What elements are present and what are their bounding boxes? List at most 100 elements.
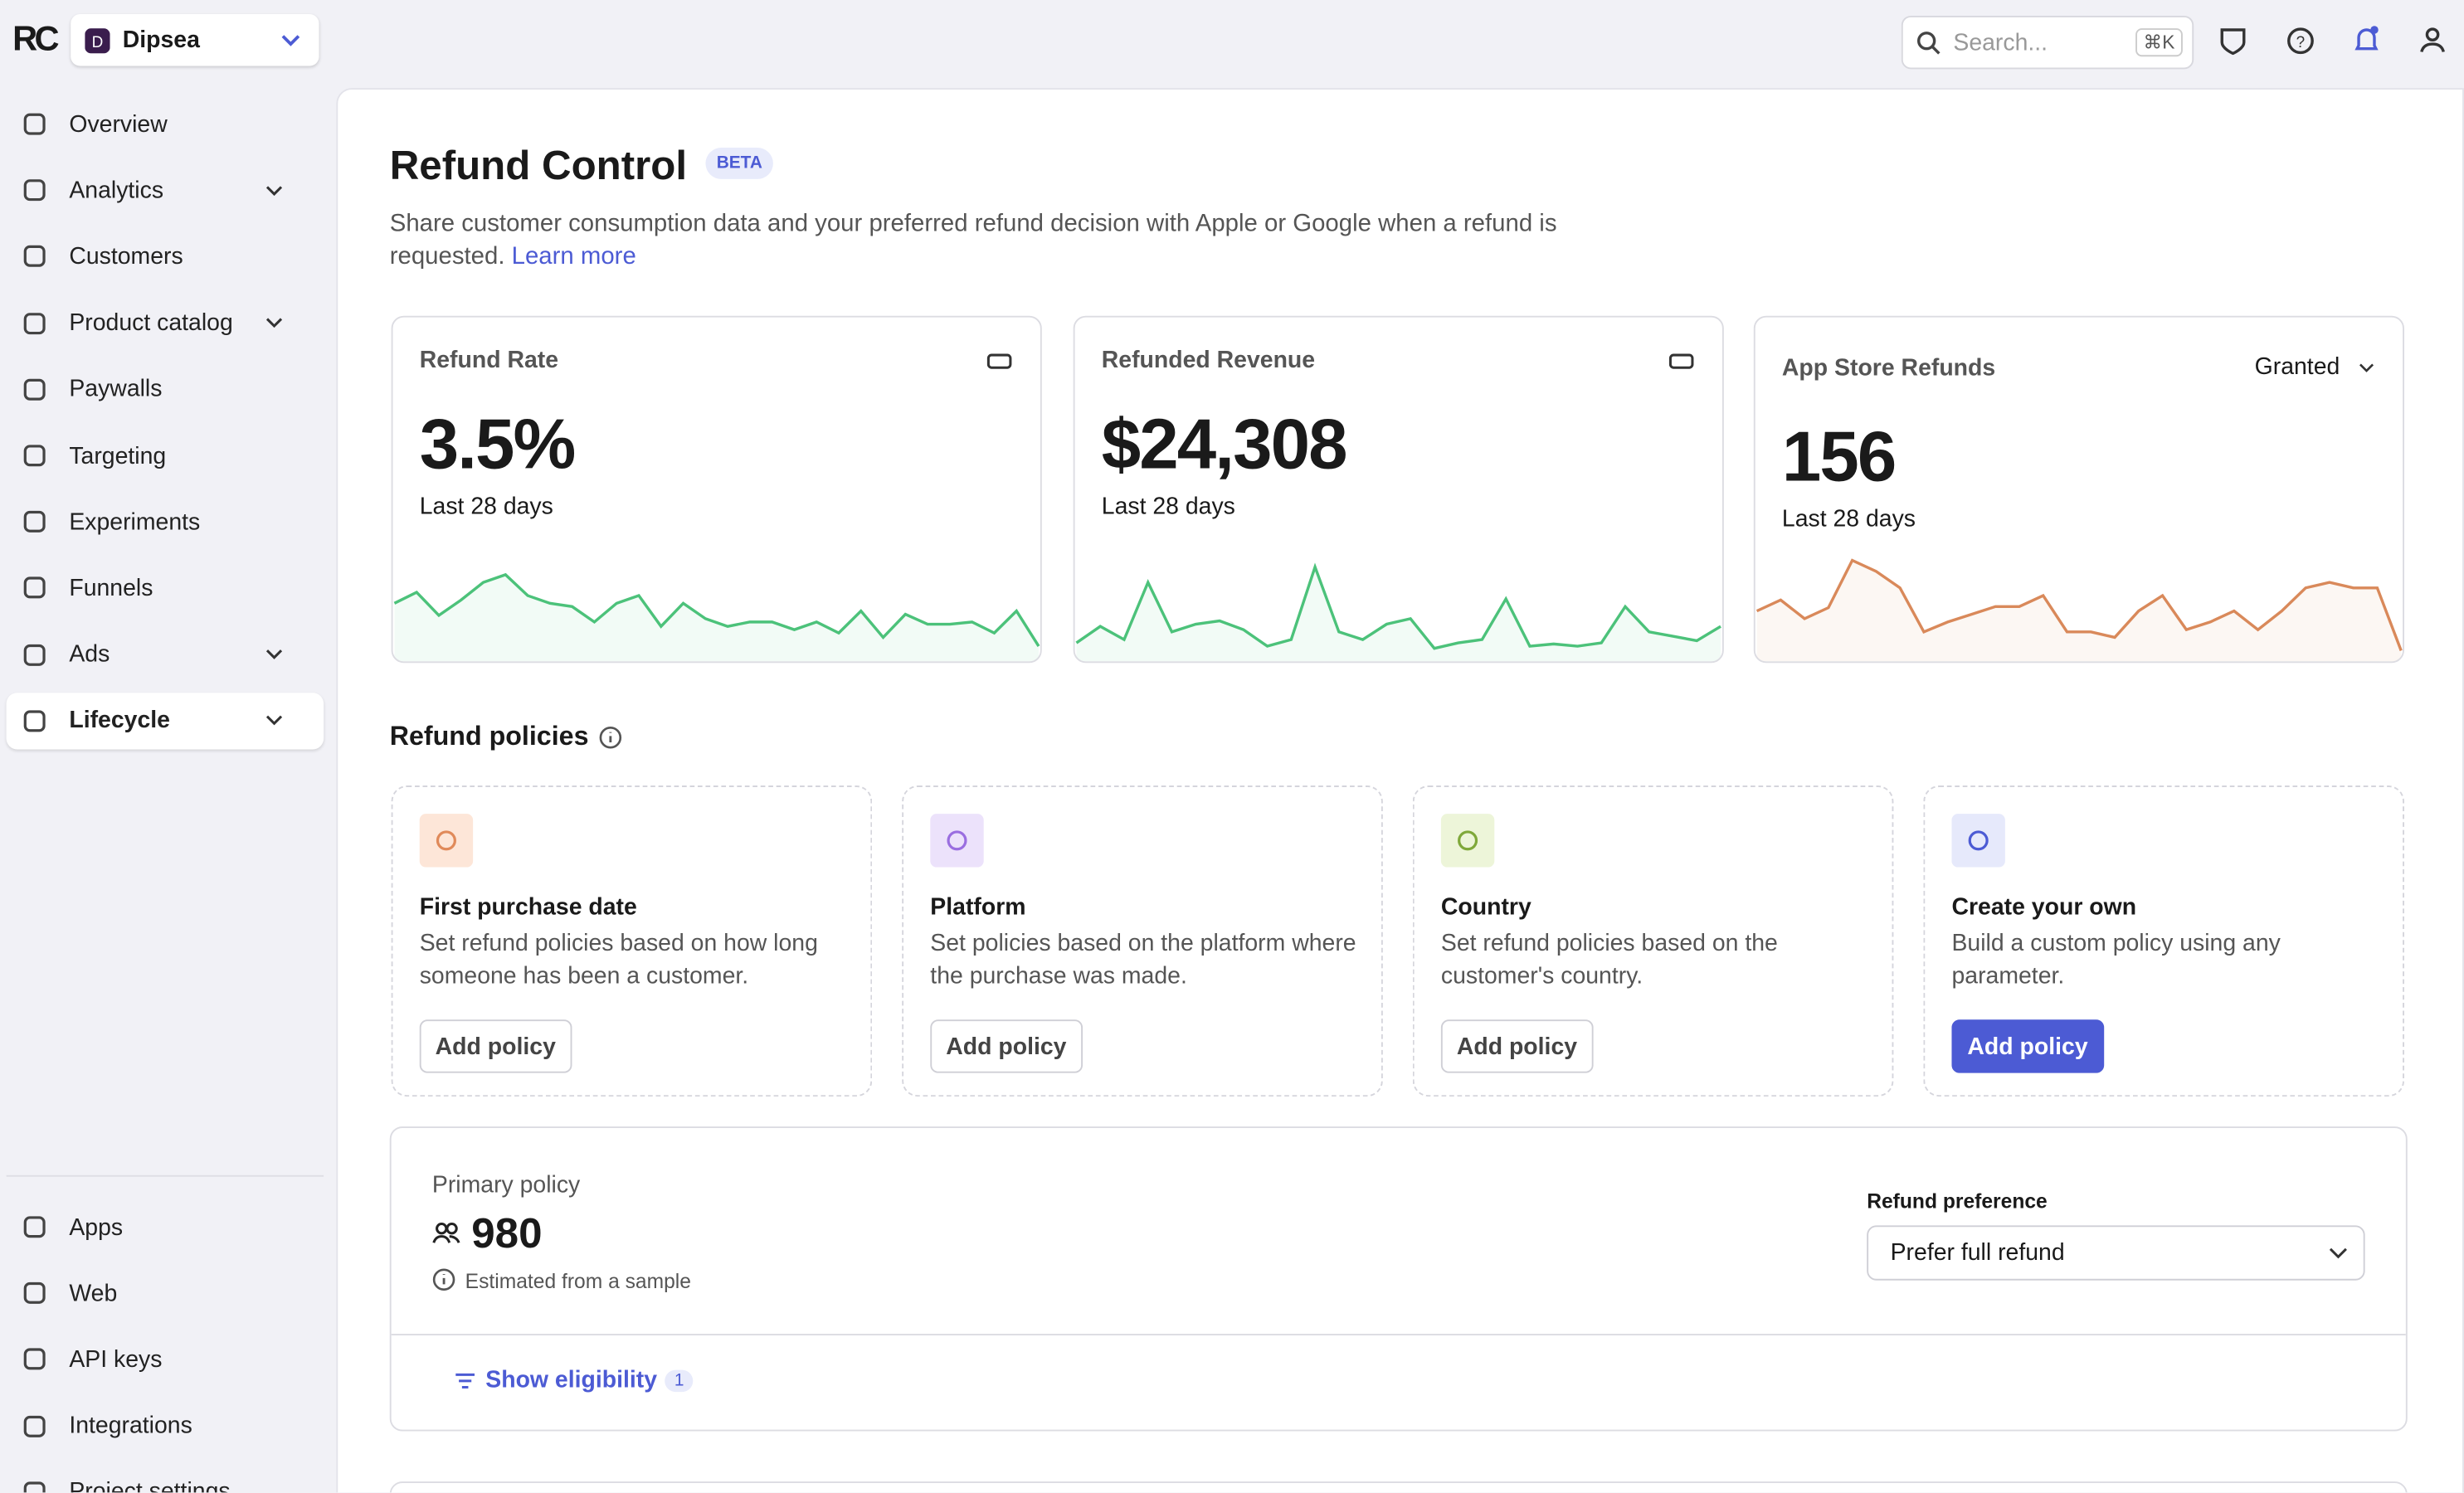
policy-title: First purchase date bbox=[419, 893, 637, 921]
metric-value: $24,308 bbox=[1101, 403, 1348, 484]
eligibility-text: Show eligibility bbox=[485, 1366, 658, 1394]
policy-card: Create your own Build a custom policy usi… bbox=[1923, 785, 2404, 1097]
policy-description: Set refund policies based on how long so… bbox=[419, 930, 818, 990]
metric-icon bbox=[1668, 353, 1694, 369]
nav-item[interactable]: Experiments bbox=[7, 494, 324, 550]
chevron bbox=[265, 185, 283, 196]
metric-filter[interactable]: Granted bbox=[2255, 353, 2374, 380]
filter-icon bbox=[455, 1372, 475, 1388]
learn-more-link[interactable]: Learn more bbox=[511, 243, 636, 270]
sparkline-area bbox=[394, 574, 1040, 662]
nav-item[interactable]: Project settings bbox=[7, 1464, 324, 1493]
nav-item[interactable]: Customers bbox=[7, 228, 324, 284]
nav-icon bbox=[23, 246, 46, 268]
nav-icon bbox=[23, 511, 46, 533]
sparkline bbox=[393, 572, 1040, 662]
policy-card: First purchase date Set refund policies b… bbox=[391, 785, 873, 1097]
description-text: Share customer consumption data and your… bbox=[389, 210, 1557, 270]
policy-icon bbox=[1440, 814, 1495, 868]
metric-card: App Store Refunds 156 Last 28 days Granted bbox=[1753, 315, 2404, 664]
nav-icon bbox=[23, 378, 46, 401]
nav-item[interactable]: Overview bbox=[7, 96, 324, 153]
policy-count: 980 bbox=[471, 1209, 543, 1257]
metric-value: 156 bbox=[1781, 416, 1897, 497]
policy-description: Build a custom policy using any paramete… bbox=[1951, 930, 2281, 990]
nav-icon bbox=[23, 1481, 46, 1493]
nav-item[interactable]: Web bbox=[7, 1265, 324, 1321]
add-policy-button[interactable]: Add policy bbox=[1440, 1019, 1593, 1073]
nav-item[interactable]: Analytics bbox=[7, 162, 324, 218]
preference-label: Refund preference bbox=[1867, 1189, 2048, 1213]
metric-card: Refund Rate 3.5% Last 28 days bbox=[391, 315, 1042, 664]
nav-icon bbox=[23, 1216, 46, 1238]
nav-label: Customers bbox=[69, 243, 183, 270]
divider bbox=[391, 1334, 2406, 1335]
glyph bbox=[1458, 830, 1478, 851]
nav-label: API keys bbox=[69, 1346, 163, 1374]
nav-item[interactable]: Apps bbox=[7, 1199, 324, 1255]
sparkline-line bbox=[1755, 558, 2403, 651]
svg-text:D: D bbox=[92, 33, 104, 51]
nav-icon bbox=[23, 1349, 46, 1371]
nav-item[interactable]: Paywalls bbox=[7, 361, 324, 417]
chevron bbox=[265, 716, 283, 726]
nav-label: Integrations bbox=[69, 1412, 192, 1440]
icon-account[interactable] bbox=[2418, 25, 2447, 53]
policy-title: Create your own bbox=[1951, 893, 2137, 921]
nav-icon bbox=[23, 179, 46, 202]
chevron bbox=[2329, 1247, 2347, 1258]
info-icon[interactable] bbox=[598, 725, 621, 748]
add-policy-button[interactable]: Add policy bbox=[930, 1019, 1083, 1073]
show-eligibility[interactable]: Show eligibility 1 bbox=[454, 1366, 694, 1394]
add-policy-button[interactable]: Add policy bbox=[419, 1019, 572, 1073]
chevron bbox=[2359, 362, 2374, 372]
nav-item[interactable]: Product catalog bbox=[7, 294, 324, 351]
sparkline-area bbox=[1076, 567, 1721, 662]
eligibility-count: 1 bbox=[665, 1369, 694, 1392]
description: Share customer consumption data and your… bbox=[390, 207, 1615, 274]
policy-title: Country bbox=[1440, 893, 1531, 921]
search-box[interactable]: Search... ⌘K bbox=[1901, 15, 2194, 70]
nav-icon bbox=[23, 1282, 46, 1305]
estimate-note: Estimated from a sample bbox=[465, 1269, 691, 1293]
chevron bbox=[265, 649, 283, 660]
nav-item[interactable]: API keys bbox=[7, 1331, 324, 1388]
nav-label: Analytics bbox=[69, 177, 164, 204]
nav-icon bbox=[23, 644, 46, 666]
policy-card: Country Set refund policies based on the … bbox=[1412, 785, 1894, 1097]
project-selector[interactable]: D Dipsea bbox=[71, 14, 319, 66]
nav-item[interactable]: Integrations bbox=[7, 1398, 324, 1454]
policy-card: Platform Set policies based on the platfo… bbox=[902, 785, 1383, 1097]
logo: RC bbox=[12, 18, 59, 59]
section-title-text: Refund policies bbox=[389, 721, 589, 751]
sparkline-line bbox=[393, 572, 1040, 647]
add-policy-button[interactable]: Add policy bbox=[1951, 1019, 2104, 1073]
preference-select[interactable]: Prefer full refund bbox=[1867, 1225, 2365, 1281]
nav-item[interactable]: Funnels bbox=[7, 560, 324, 616]
nav-label: Experiments bbox=[69, 508, 201, 536]
filter-value: Granted bbox=[2254, 353, 2340, 381]
glyph bbox=[947, 830, 967, 851]
nav-label: Lifecycle bbox=[69, 707, 170, 735]
primary-policy-label: Primary policy bbox=[431, 1171, 581, 1199]
nav-icon bbox=[23, 445, 46, 467]
icon-help[interactable]: ? bbox=[2286, 27, 2315, 55]
nav-item[interactable]: Targeting bbox=[7, 427, 324, 484]
info-icon bbox=[432, 1268, 455, 1291]
sparkline bbox=[1755, 558, 2403, 662]
icon-shield[interactable] bbox=[2218, 27, 2247, 56]
nav-item[interactable]: Ads bbox=[7, 626, 324, 683]
policy-icon bbox=[419, 814, 474, 868]
policy-icon bbox=[930, 814, 984, 868]
project-name: Dipsea bbox=[122, 27, 200, 54]
nav-label: Product catalog bbox=[69, 309, 233, 337]
glyph bbox=[1968, 830, 1989, 851]
search-placeholder: Search... bbox=[1953, 29, 2048, 56]
icon-notifications[interactable] bbox=[2352, 25, 2380, 53]
next-card bbox=[389, 1481, 2408, 1493]
metric-icon bbox=[986, 353, 1012, 369]
nav-label: Apps bbox=[69, 1213, 124, 1241]
nav-item[interactable]: Lifecycle bbox=[6, 692, 324, 750]
shortcut: ⌘K bbox=[2135, 28, 2183, 57]
